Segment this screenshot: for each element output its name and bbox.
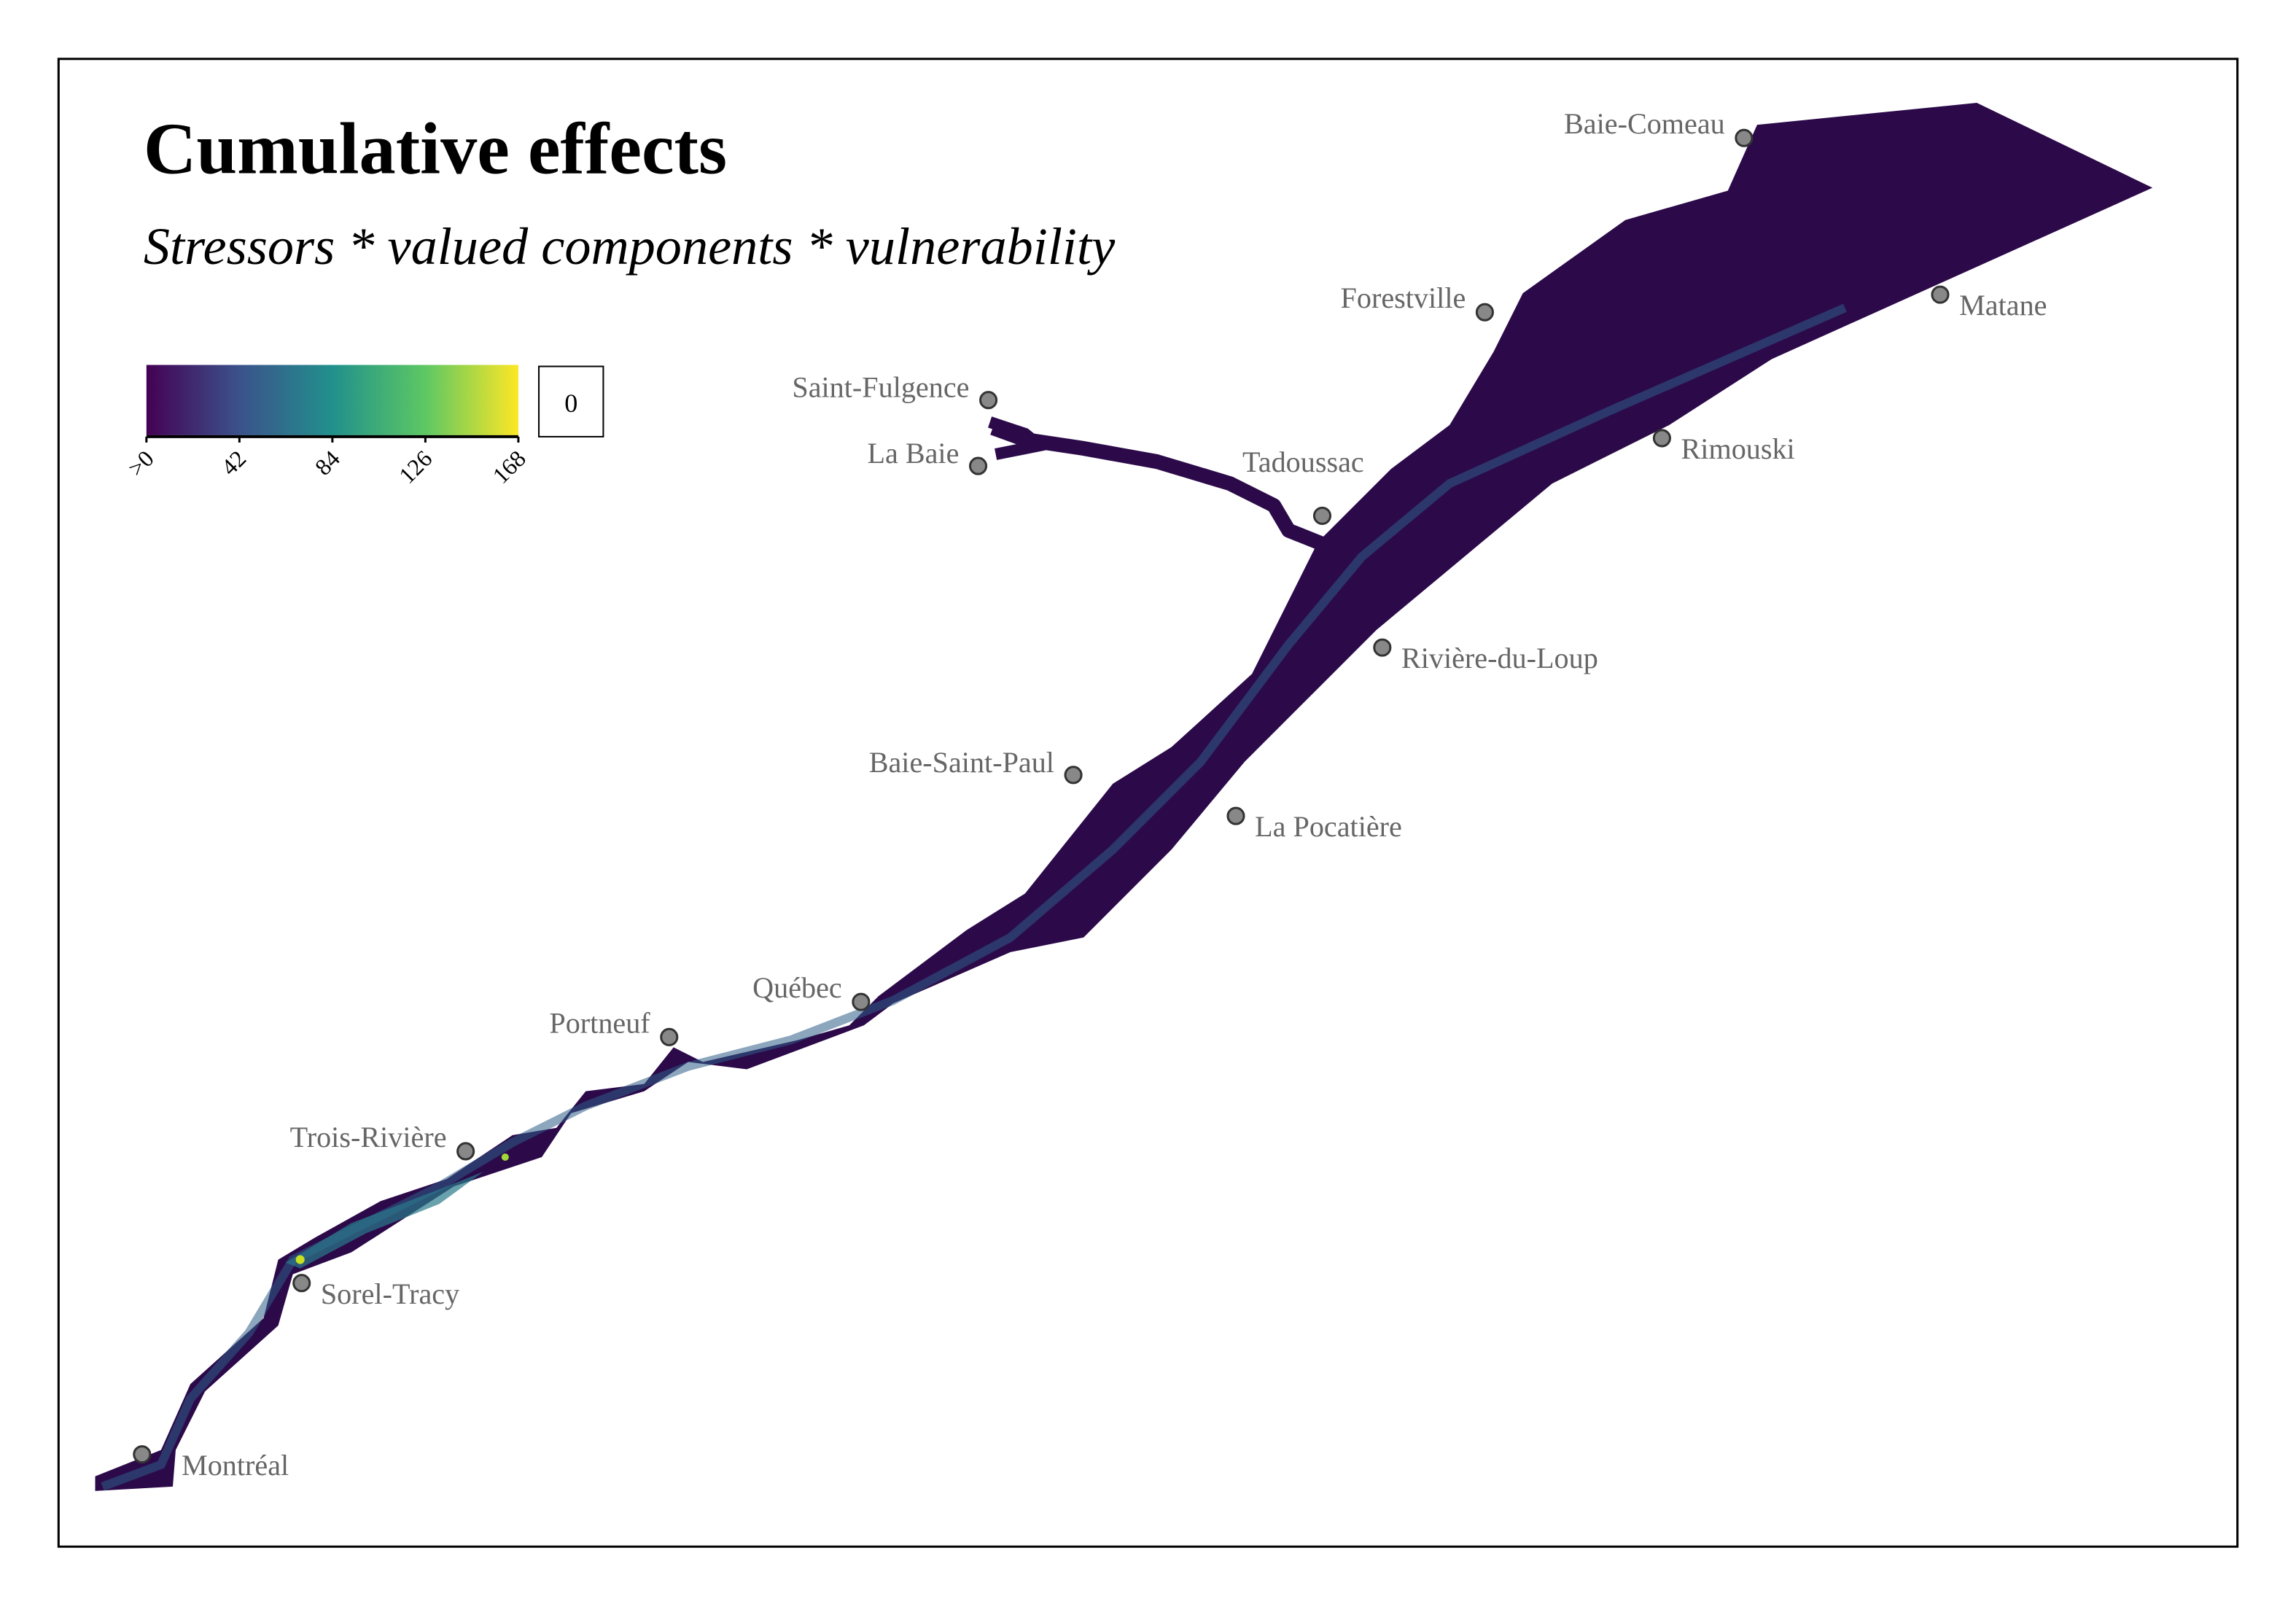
city-label: Sorel-Tracy [321, 1277, 459, 1310]
city-label: La Pocatière [1255, 810, 1402, 843]
city-label: Rimouski [1681, 432, 1795, 465]
city-label: Montréal [182, 1449, 289, 1482]
city-label: Forestville [1341, 281, 1466, 314]
city-label: Baie-Saint-Paul [869, 746, 1054, 779]
city-marker-rimouski [1652, 429, 1671, 448]
legend-colorbar [146, 365, 518, 435]
city-marker-quebec [852, 992, 871, 1011]
lake-saint-pierre-hotspot [285, 1172, 483, 1269]
city-marker-portneuf [660, 1027, 679, 1046]
city-label: La Baie [867, 437, 959, 470]
city-labels: Baie-Comeau Matane Forestville Saint-Ful… [182, 107, 2047, 1482]
st-lawrence-raster [95, 103, 2153, 1491]
city-marker-la-pocatiere [1226, 806, 1245, 825]
city-marker-trois-riviere [456, 1142, 475, 1161]
city-marker-la-baie [968, 456, 988, 475]
city-marker-sorel-tracy [292, 1274, 311, 1293]
saguenay-branch [988, 416, 1054, 460]
city-marker-baie-comeau [1735, 128, 1754, 147]
city-label: Portneuf [549, 1006, 650, 1039]
map-subtitle: Stressors * valued components * vulnerab… [144, 217, 1116, 276]
city-marker-riviere-du-loup [1373, 638, 1392, 657]
map-title: Cumulative effects [144, 108, 727, 189]
hotspot-high [295, 1255, 305, 1264]
shipping-channel [101, 303, 1847, 1491]
color-legend: >0 42 84 126 168 0 [122, 365, 604, 489]
hotspot-high [501, 1153, 509, 1162]
city-marker-tadoussac [1312, 506, 1332, 525]
city-label: Saint-Fulgence [792, 371, 969, 404]
city-label: Matane [1959, 289, 2047, 322]
city-marker-forestville [1475, 303, 1494, 322]
city-label: Baie-Comeau [1564, 107, 1725, 140]
estuary-area [95, 103, 2153, 1491]
city-marker-saint-fulgence [979, 391, 998, 410]
city-label: Québec [752, 971, 842, 1004]
city-label: Rivière-du-Loup [1401, 642, 1598, 674]
city-markers [133, 128, 1950, 1464]
city-marker-baie-saint-paul [1064, 766, 1083, 785]
legend-zero-box [538, 365, 604, 437]
legend-zero-label: 0 [564, 389, 577, 418]
city-marker-montreal [133, 1445, 152, 1464]
city-marker-matane [1931, 285, 1950, 304]
city-label: Tadoussac [1242, 445, 1364, 478]
city-label: Trois-Rivière [290, 1121, 447, 1153]
